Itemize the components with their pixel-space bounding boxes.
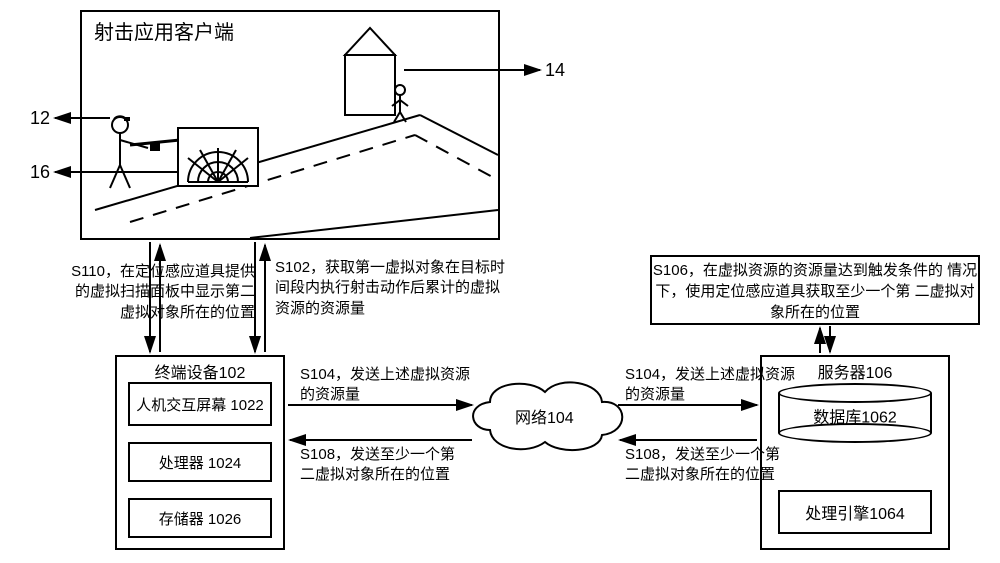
label-12: 12 (30, 108, 50, 129)
s108b-text: S108，发送至少一个第 二虚拟对象所在的位置 (625, 445, 780, 486)
database-label: 数据库1062 (778, 403, 932, 427)
s104a-text: S104，发送上述虚拟资源 的资源量 (300, 365, 470, 406)
storage-label: 存储器 1026 (159, 508, 242, 529)
terminal-title: 终端设备102 (155, 359, 246, 383)
game-panel-title: 射击应用客户端 (94, 16, 234, 45)
label-14: 14 (545, 60, 565, 81)
network-label: 网络104 (515, 408, 574, 430)
engine-box: 处理引擎1064 (778, 490, 932, 534)
s110-text: S110，在定位感应道具提供 的虚拟扫描面板中显示第二 虚拟对象所在的位置 (55, 262, 255, 323)
processor-box: 处理器 1024 (128, 442, 272, 482)
engine-label: 处理引擎1064 (805, 500, 905, 524)
label-16: 16 (30, 162, 50, 183)
processor-label: 处理器 1024 (159, 452, 242, 473)
s106-text: S106，在虚拟资源的资源量达到触发条件的 情况下，使用定位感应道具获取至少一个… (652, 259, 978, 322)
database-cylinder: 数据库1062 (778, 393, 932, 433)
s106-box: S106，在虚拟资源的资源量达到触发条件的 情况下，使用定位感应道具获取至少一个… (650, 255, 980, 325)
game-panel: 射击应用客户端 (80, 10, 500, 240)
screen-label: 人机交互屏幕 1022 (136, 394, 264, 415)
s108a-text: S108，发送至少一个第 二虚拟对象所在的位置 (300, 445, 455, 486)
s104b-text: S104，发送上述虚拟资源 的资源量 (625, 365, 795, 406)
screen-box: 人机交互屏幕 1022 (128, 382, 272, 426)
storage-box: 存储器 1026 (128, 498, 272, 538)
server-title: 服务器106 (818, 359, 893, 383)
s102-text: S102，获取第一虚拟对象在目标时 间段内执行射击动作后累计的虚拟 资源的资源量 (275, 258, 530, 319)
